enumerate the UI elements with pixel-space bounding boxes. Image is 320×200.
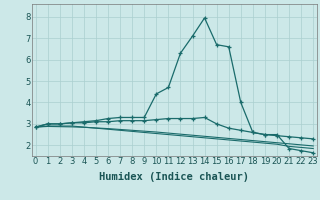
X-axis label: Humidex (Indice chaleur): Humidex (Indice chaleur): [100, 172, 249, 182]
